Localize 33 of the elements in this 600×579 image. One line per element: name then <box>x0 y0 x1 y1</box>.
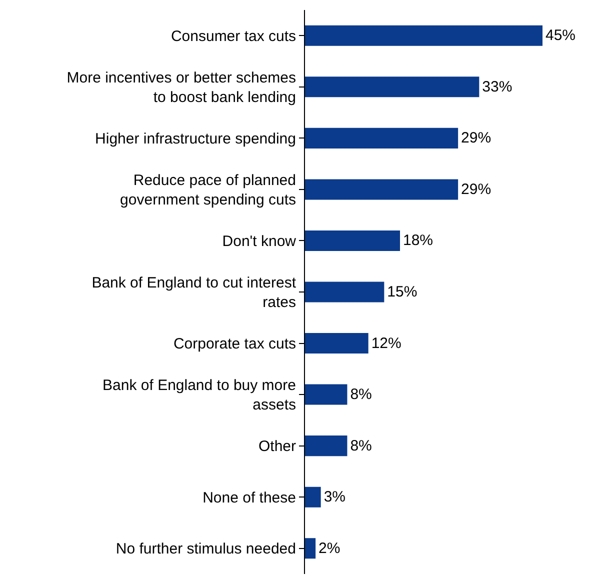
y-tick-label: Reduce pace of planned government spending cuts <box>120 172 296 208</box>
data-label: 12% <box>371 334 402 352</box>
y-tick-label: No further stimulus needed <box>116 540 296 558</box>
bar <box>305 25 542 46</box>
data-label: 18% <box>403 232 434 250</box>
data-label: 3% <box>324 488 346 506</box>
data-label: 8% <box>350 386 372 404</box>
bar <box>305 333 368 354</box>
y-tick-label: Corporate tax cuts <box>173 336 296 353</box>
data-label: 33% <box>482 78 512 96</box>
y-tick-label: Other <box>258 438 296 456</box>
y-tick-label: Higher infrastructure spending <box>95 130 296 148</box>
bar <box>305 179 458 200</box>
bar <box>305 486 321 508</box>
bar <box>305 436 348 456</box>
y-tick-label: Bank of England to buy more assets <box>102 377 296 414</box>
y-tick-label: Don't know <box>222 232 296 250</box>
bar <box>305 76 480 98</box>
data-label: 45% <box>546 27 576 44</box>
bar <box>305 282 384 302</box>
data-label: 15% <box>387 284 418 300</box>
data-label: 2% <box>318 540 340 557</box>
bar <box>305 538 316 559</box>
y-tick-label: None of these <box>202 489 296 506</box>
data-label: 29% <box>461 130 492 147</box>
bar <box>305 384 348 405</box>
bar <box>305 128 458 148</box>
bar <box>305 230 400 251</box>
y-tick-label: Consumer tax cuts <box>170 28 296 45</box>
data-label: 29% <box>461 180 492 198</box>
y-tick-label: Bank of England to cut interest rates <box>92 274 297 311</box>
y-tick-label: More incentives or better schemes to boost bank lending <box>66 69 296 106</box>
data-label: 8% <box>350 437 372 454</box>
